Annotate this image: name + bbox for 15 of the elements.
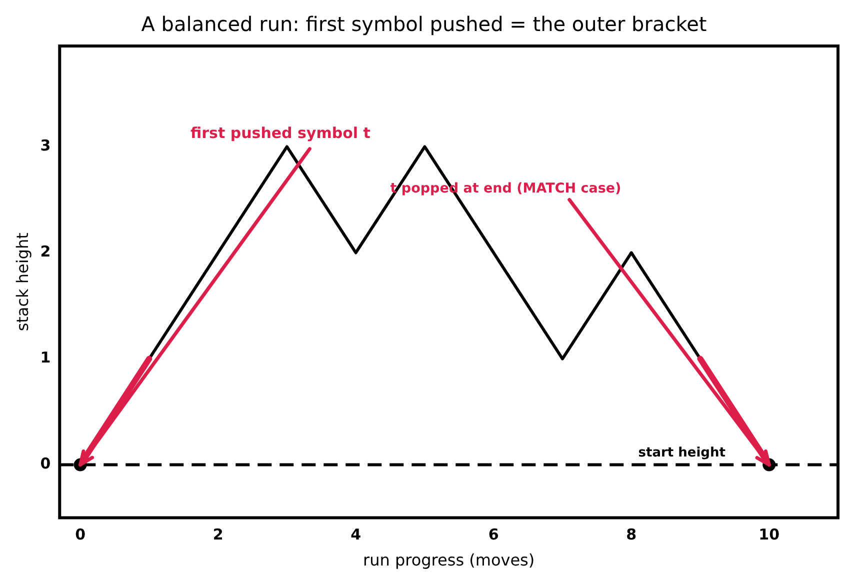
x-tick-label: 10 [758, 526, 780, 544]
chart-title: A balanced run: first symbol pushed = the outer bracket [141, 12, 707, 36]
x-tick-label: 8 [626, 526, 637, 544]
annotation: first pushed symbol t [190, 124, 370, 142]
x-tick-label: 2 [212, 526, 224, 544]
y-tick-label: 0 [40, 454, 51, 473]
ref-line-label: start height [638, 446, 726, 461]
x-tick-label: 6 [488, 526, 499, 544]
x-axis-title: run progress (moves) [363, 550, 535, 570]
x-tick-label: 0 [75, 526, 86, 544]
x-tick-label: 4 [350, 526, 362, 544]
y-axis-title: stack height [12, 232, 32, 332]
y-tick-label: 2 [40, 242, 51, 261]
y-tick-label: 3 [40, 136, 51, 155]
y-tick-label: 1 [40, 348, 51, 367]
